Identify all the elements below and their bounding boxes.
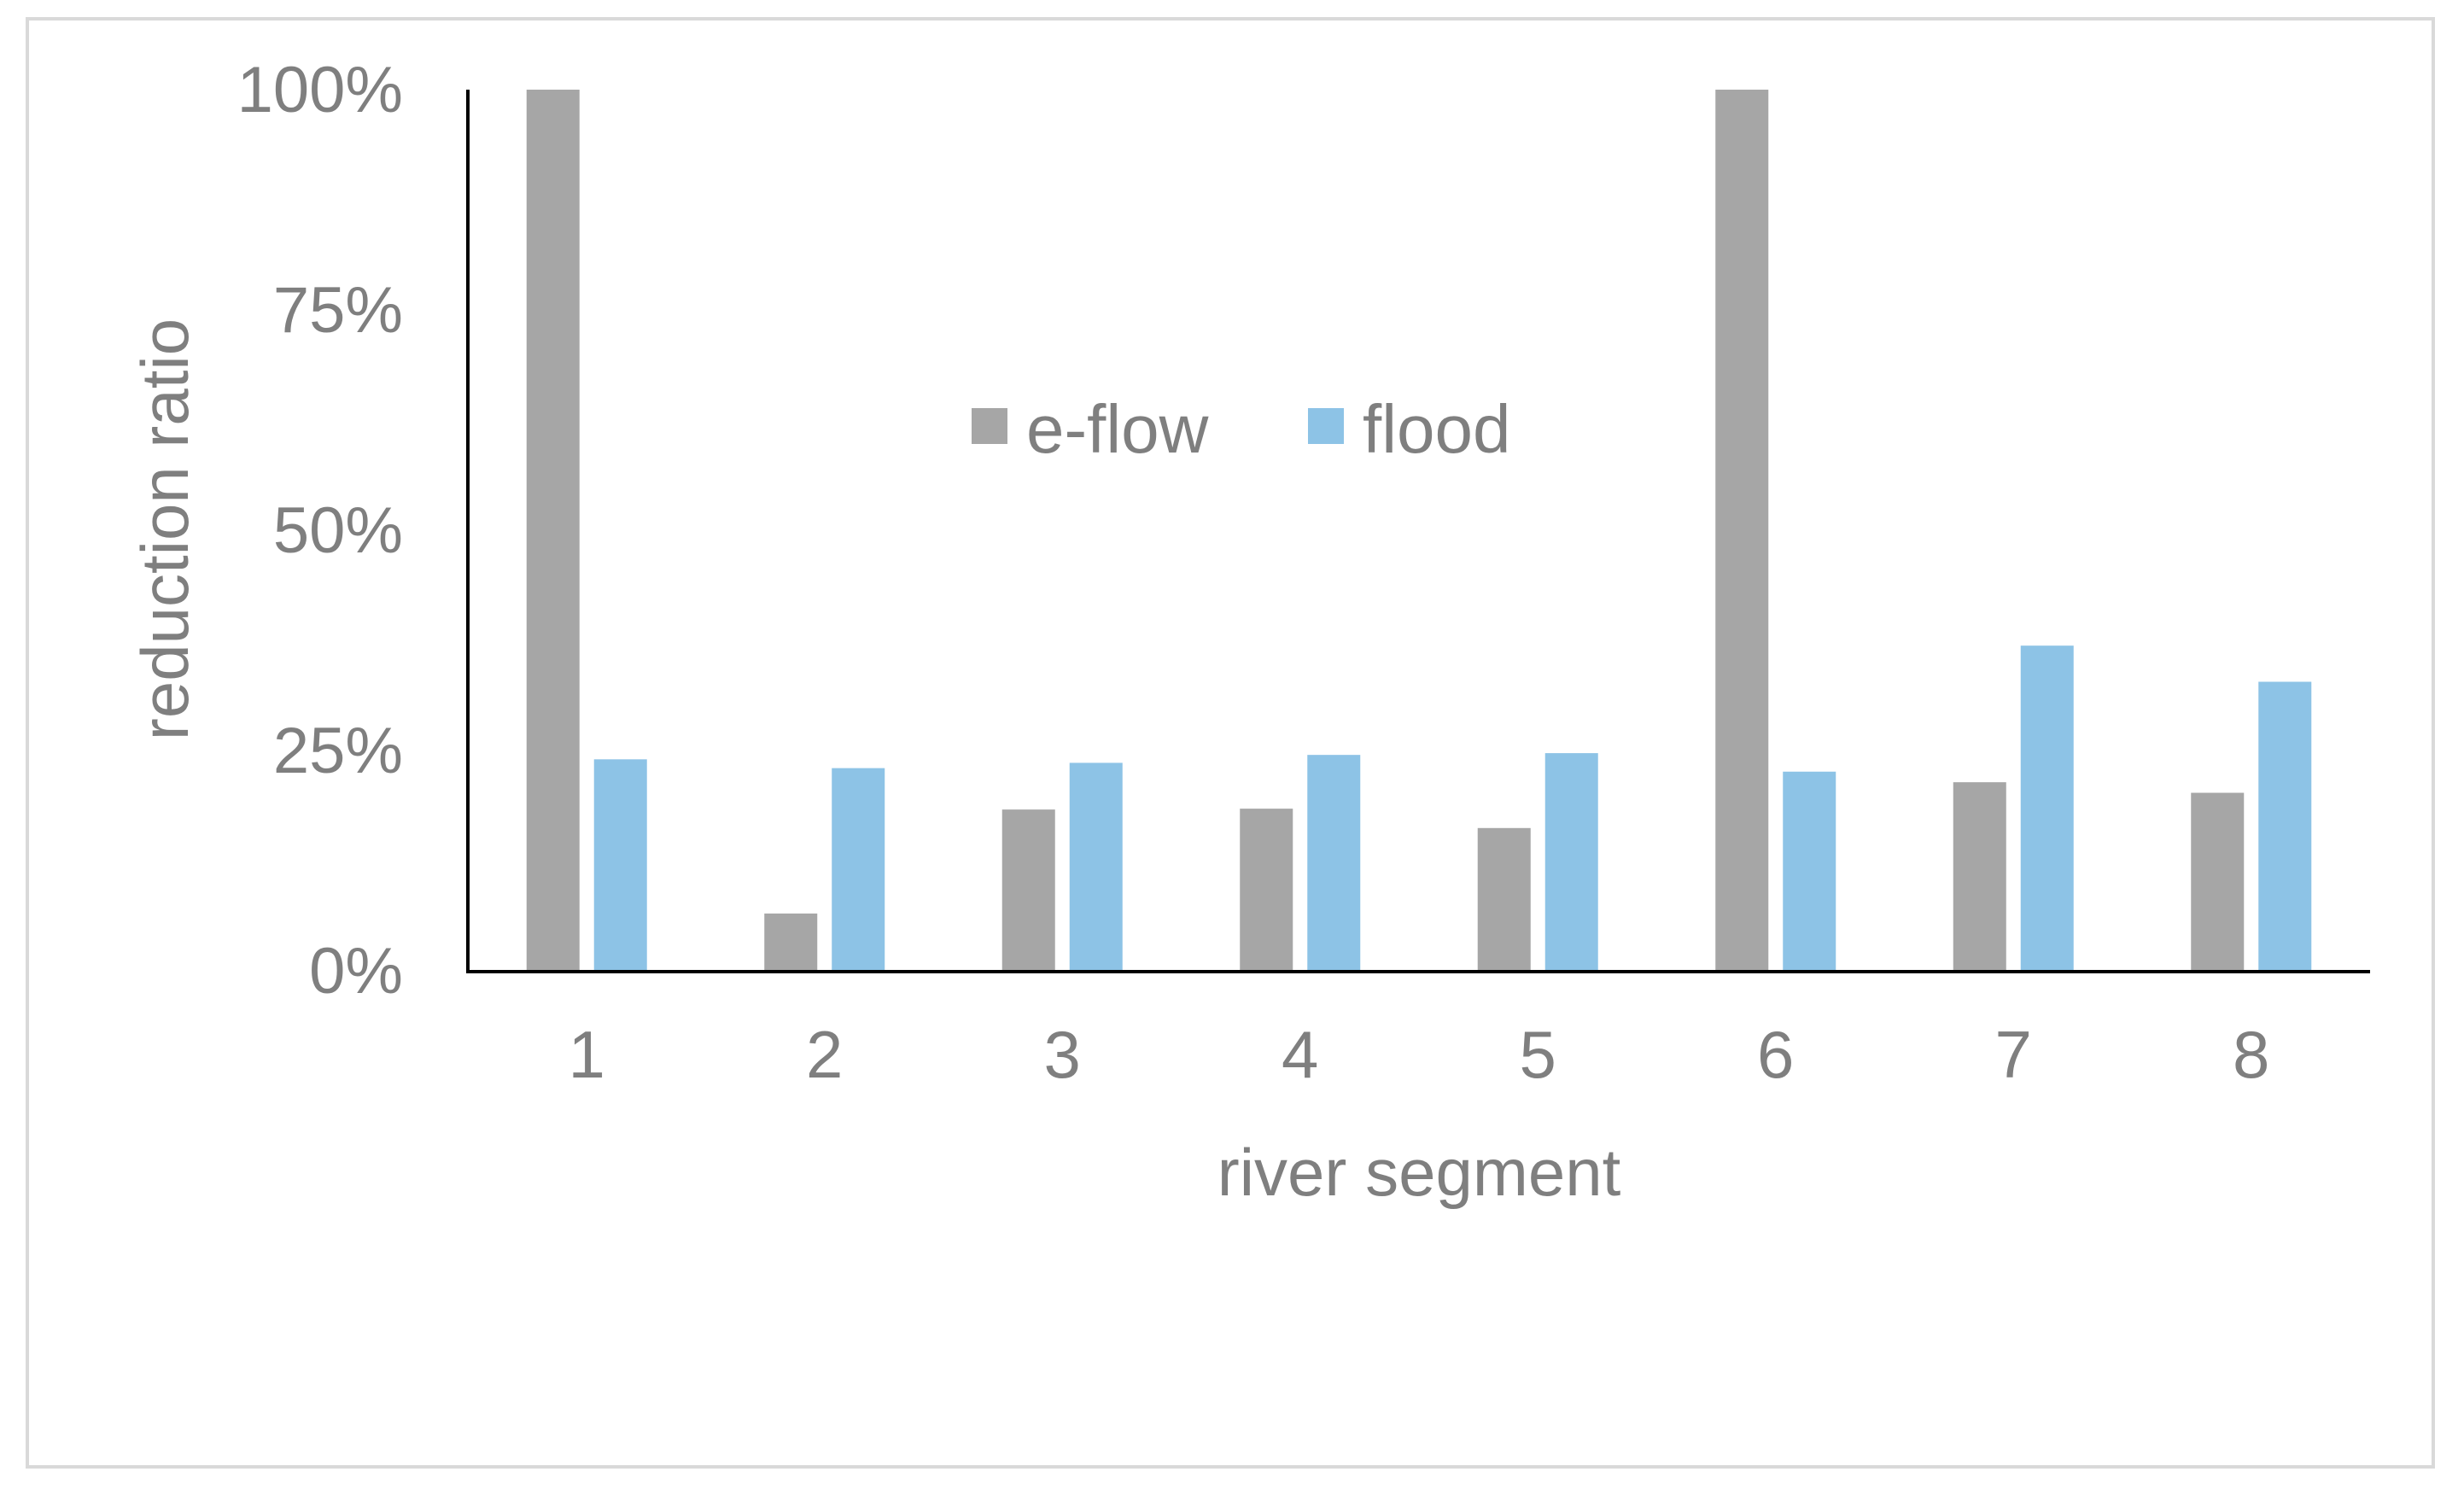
bars-layer [526, 90, 2312, 971]
x-tick-label: 6 [1757, 1017, 1794, 1092]
bar-flood-3 [1069, 762, 1123, 971]
bar-e-flow-7 [1953, 782, 2006, 971]
legend-swatch-flood [1308, 408, 1344, 444]
x-tick-label: 4 [1282, 1017, 1318, 1092]
bar-flood-7 [2020, 645, 2074, 971]
bar-flood-2 [832, 768, 885, 971]
legend-label-e-flow: e-flow [1026, 391, 1209, 467]
bar-flood-6 [1783, 771, 1836, 971]
x-tick-label: 8 [2233, 1017, 2269, 1092]
legend-swatch-e-flow [972, 408, 1007, 444]
bar-e-flow-6 [1715, 90, 1769, 971]
y-tick-label: 75% [273, 274, 403, 347]
x-tick-label: 7 [1995, 1017, 2032, 1092]
x-tick-labels: 1 2 3 4 5 6 7 8 [569, 1017, 2270, 1092]
bar-e-flow-1 [526, 90, 580, 971]
y-tick-label: 50% [273, 494, 403, 567]
legend: e-flow flood [972, 391, 1510, 467]
bar-flood-8 [2258, 681, 2312, 971]
x-axis-label: river segment [1217, 1135, 1621, 1210]
bar-e-flow-4 [1240, 809, 1293, 971]
y-tick-label: 0% [309, 935, 403, 1007]
legend-label-flood: flood [1363, 391, 1510, 467]
bar-e-flow-3 [1001, 809, 1055, 971]
bar-flood-1 [593, 759, 647, 971]
y-tick-labels: 0% 25% 50% 75% 100% [237, 54, 403, 1007]
bar-e-flow-2 [764, 913, 818, 971]
x-tick-label: 1 [569, 1017, 605, 1092]
bar-flood-5 [1544, 753, 1598, 971]
axes-layer [466, 90, 2370, 973]
x-tick-label: 2 [806, 1017, 843, 1092]
bar-flood-4 [1307, 755, 1361, 971]
y-tick-label: 25% [273, 715, 403, 787]
bar-e-flow-8 [2191, 792, 2245, 971]
y-axis-label: reduction ratio [127, 318, 202, 740]
bar-e-flow-5 [1477, 827, 1531, 971]
x-tick-label: 5 [1520, 1017, 1556, 1092]
y-tick-label: 100% [237, 54, 403, 126]
x-tick-label: 3 [1044, 1017, 1081, 1092]
